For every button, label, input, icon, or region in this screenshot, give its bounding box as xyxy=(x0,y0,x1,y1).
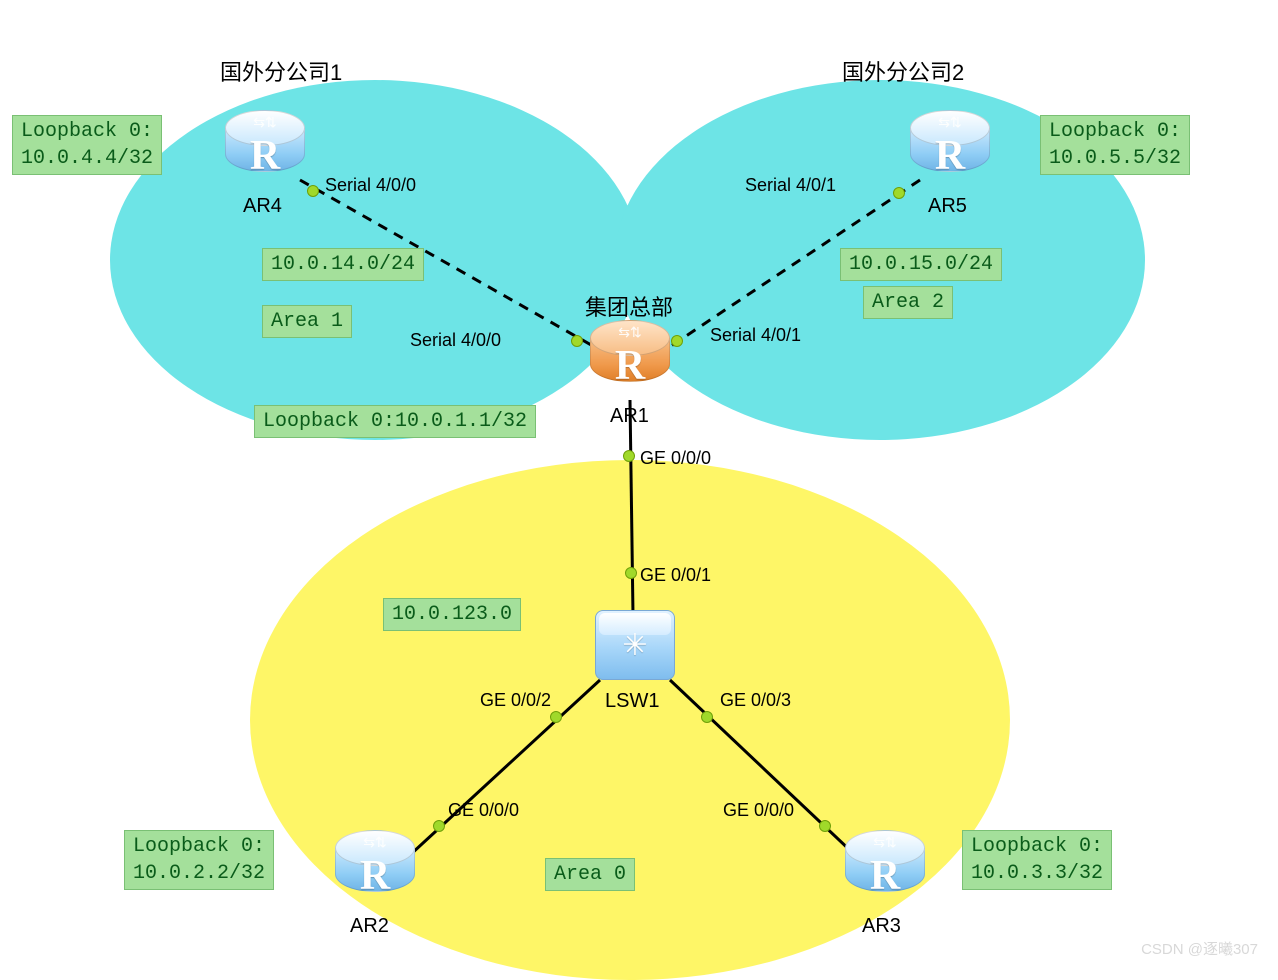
router-ar5[interactable]: ⇆⇅ R xyxy=(910,110,990,190)
router-ar1[interactable]: ⇆⇅ R xyxy=(590,320,670,400)
area2-label: Area 2 xyxy=(863,286,953,319)
area1-label: Area 1 xyxy=(262,305,352,338)
router-ar2[interactable]: ⇆⇅ R xyxy=(335,830,415,910)
port-dot xyxy=(701,711,713,723)
port-dot xyxy=(571,335,583,347)
loopback-ar3: Loopback 0: 10.0.3.3/32 xyxy=(962,830,1112,890)
port-dot xyxy=(671,335,683,347)
title-branch2: 国外分公司2 xyxy=(842,55,964,87)
switch-lsw1[interactable]: ✳ xyxy=(595,610,675,690)
loopback-ar4: Loopback 0: 10.0.4.4/32 xyxy=(12,115,162,175)
label-ar3: AR3 xyxy=(862,915,901,938)
title-hq: 集团总部 xyxy=(585,290,673,322)
port-lsw1-ge001: GE 0/0/1 xyxy=(640,565,711,586)
port-dot xyxy=(623,450,635,462)
title-branch1: 国外分公司1 xyxy=(220,55,342,87)
port-lsw1-ge003: GE 0/0/3 xyxy=(720,690,791,711)
subnet-15: 10.0.15.0/24 xyxy=(840,248,1002,281)
port-dot xyxy=(625,567,637,579)
port-dot xyxy=(819,820,831,832)
subnet-123: 10.0.123.0 xyxy=(383,598,521,631)
port-lsw1-ge002: GE 0/0/2 xyxy=(480,690,551,711)
label-ar2: AR2 xyxy=(350,915,389,938)
port-dot xyxy=(893,187,905,199)
router-ar3[interactable]: ⇆⇅ R xyxy=(845,830,925,910)
port-ar1-s401: Serial 4/0/1 xyxy=(710,325,801,346)
port-ar3-ge000: GE 0/0/0 xyxy=(723,800,794,821)
port-ar4-s400: Serial 4/0/0 xyxy=(325,175,416,196)
loopback-ar1: Loopback 0:10.0.1.1/32 xyxy=(254,405,536,438)
port-ar5-s401: Serial 4/0/1 xyxy=(745,175,836,196)
port-dot xyxy=(433,820,445,832)
label-ar4: AR4 xyxy=(243,195,282,218)
diagram-canvas: ⇆⇅ R ⇆⇅ R ⇆⇅ R ⇆⇅ R ⇆⇅ R ✳ AR4 AR5 AR1 L… xyxy=(0,0,1278,967)
subnet-14: 10.0.14.0/24 xyxy=(262,248,424,281)
loopback-ar5: Loopback 0: 10.0.5.5/32 xyxy=(1040,115,1190,175)
loopback-ar2: Loopback 0: 10.0.2.2/32 xyxy=(124,830,274,890)
port-ar2-ge000: GE 0/0/0 xyxy=(448,800,519,821)
watermark: CSDN @逐曦307 xyxy=(1141,938,1258,959)
label-ar1: AR1 xyxy=(610,405,649,428)
port-dot xyxy=(307,185,319,197)
port-dot xyxy=(550,711,562,723)
port-ar1-s400: Serial 4/0/0 xyxy=(410,330,501,351)
router-ar4[interactable]: ⇆⇅ R xyxy=(225,110,305,190)
label-ar5: AR5 xyxy=(928,195,967,218)
area0-label: Area 0 xyxy=(545,858,635,891)
port-ar1-ge000: GE 0/0/0 xyxy=(640,448,711,469)
label-lsw1: LSW1 xyxy=(605,690,659,713)
